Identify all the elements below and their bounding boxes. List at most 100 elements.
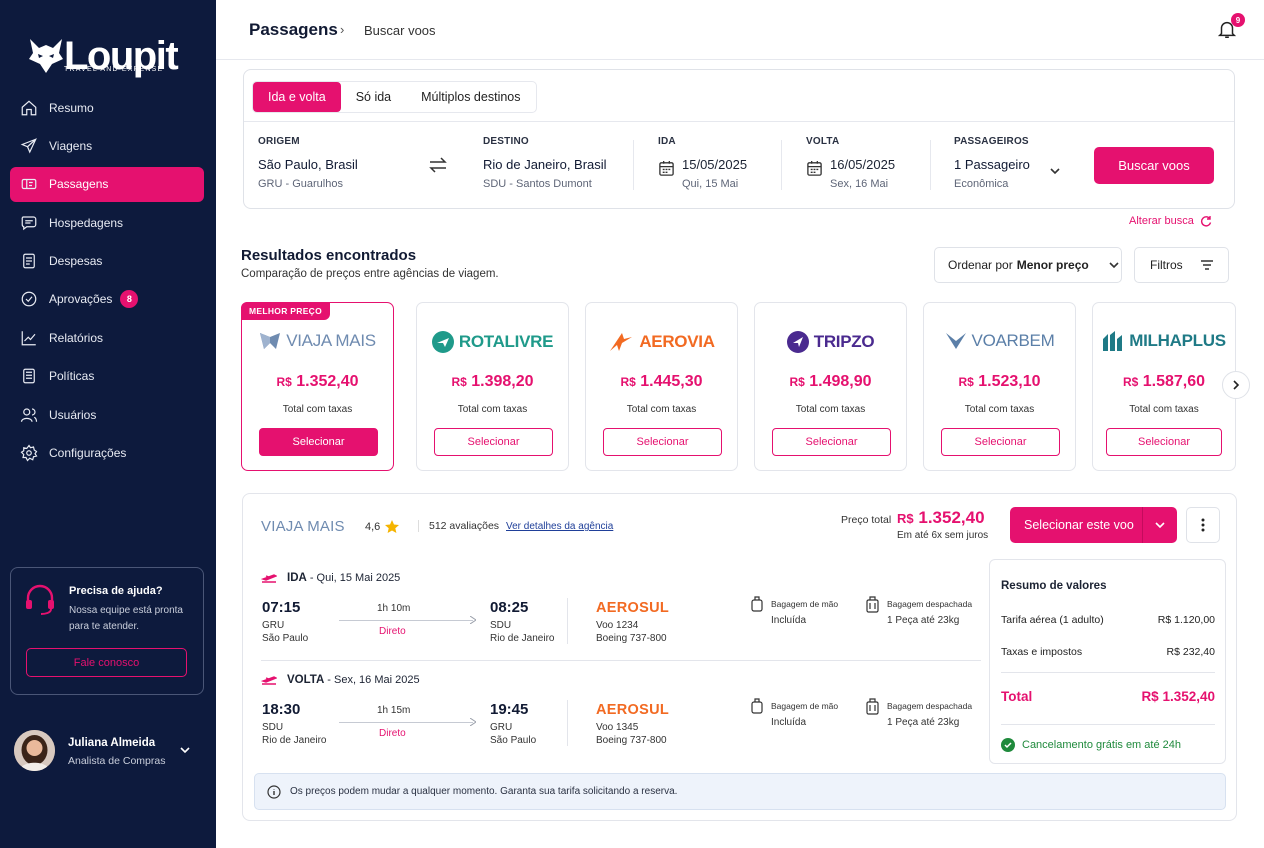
agency-card-viaja-mais[interactable]: MELHOR PREÇO VIAJA MAIS R$ 1.352,40 Tota… xyxy=(241,302,394,471)
sidebar-item-resumo[interactable]: Resumo xyxy=(10,90,204,125)
sidebar-item-aprovacoes[interactable]: Aprovações 8 xyxy=(10,282,204,317)
leg-return: VOLTA - Sex, 16 Mai 2025 18:30 SDU Rio d… xyxy=(261,674,981,774)
contact-button[interactable]: Fale conosco xyxy=(26,648,187,677)
gear-icon xyxy=(20,444,38,462)
passengers-value: 1 Passageiro xyxy=(954,157,1030,172)
sidebar-item-label: Despesas xyxy=(49,254,103,269)
arrival-city: São Paulo xyxy=(490,735,537,746)
sidebar-item-label: Configurações xyxy=(49,446,127,461)
price-notice: Os preços podem mudar a qualquer momento… xyxy=(254,773,1226,810)
destination-label: DESTINO xyxy=(483,136,529,147)
origin-value: São Paulo, Brasil xyxy=(258,157,358,172)
tab-multi-city[interactable]: Múltiplos destinos xyxy=(421,90,521,104)
arrival-city: Rio de Janeiro xyxy=(490,633,555,644)
users-icon xyxy=(20,408,38,422)
select-button[interactable]: Selecionar xyxy=(941,428,1060,456)
agency-card-voarbem[interactable]: VOARBEM R$ 1.523,10 Total com taxas Sele… xyxy=(923,302,1076,471)
filters-button[interactable]: Filtros xyxy=(1134,247,1229,283)
select-button[interactable]: Selecionar xyxy=(259,428,378,456)
tax-label: Total com taxas xyxy=(626,404,697,415)
origin-label: ORIGEM xyxy=(258,136,300,147)
route-line xyxy=(339,620,473,621)
agency-card-milhaplus[interactable]: MILHAPLUS R$ 1.587,60 Total com taxas Se… xyxy=(1092,302,1236,471)
agency-price: R$ 1.352,40 xyxy=(276,373,359,390)
more-options-button[interactable] xyxy=(1186,507,1220,543)
carry-on-value: Incluída xyxy=(771,717,807,728)
select-button[interactable]: Selecionar xyxy=(434,428,553,456)
carry-on-bag-icon xyxy=(751,698,763,714)
tax-label: Total com taxas xyxy=(1129,404,1199,415)
approvals-badge: 8 xyxy=(120,290,139,309)
app-logo[interactable]: Loupit TRAVEL AND EXPENSE xyxy=(28,34,179,78)
sidebar-item-label: Hospedagens xyxy=(49,215,124,230)
departure-time: 07:15 xyxy=(262,599,301,616)
change-search-label: Alterar busca xyxy=(1129,215,1194,227)
sort-select[interactable]: Ordenar por Menor preço xyxy=(934,247,1122,283)
refresh-icon xyxy=(1200,216,1211,227)
select-button[interactable]: Selecionar xyxy=(772,428,891,456)
filter-icon xyxy=(1200,260,1213,270)
stops-label: Direto xyxy=(379,728,406,739)
sidebar-item-relatorios[interactable]: Relatórios xyxy=(10,320,204,355)
divider xyxy=(1142,507,1143,543)
bell-icon[interactable] xyxy=(1216,18,1238,40)
agency-card-rotalivre[interactable]: ROTALIVRE R$ 1.398,20 Total com taxas Se… xyxy=(416,302,569,471)
chevron-down-icon xyxy=(1109,262,1119,269)
takeoff-icon xyxy=(261,574,277,583)
sidebar-item-configuracoes[interactable]: Configurações xyxy=(10,436,204,471)
sidebar: Loupit TRAVEL AND EXPENSE Resumo Viagens… xyxy=(0,0,216,848)
avatar xyxy=(14,730,55,771)
select-flight-button[interactable]: Selecionar este voo xyxy=(1010,507,1177,543)
milhaplus-logo-icon xyxy=(1103,331,1123,351)
destination-field[interactable]: DESTINO Rio de Janeiro, Brasil SDU - San… xyxy=(483,136,607,190)
checked-bag-label: Bagagem despachada xyxy=(887,599,973,609)
flight-duration: 1h 15m xyxy=(377,705,411,716)
next-arrow-button[interactable] xyxy=(1222,371,1250,399)
help-box: Precisa de ajuda? Nossa equipe está pron… xyxy=(10,567,204,695)
select-button[interactable]: Selecionar xyxy=(1106,428,1222,456)
chevron-down-icon[interactable] xyxy=(1154,519,1166,531)
sidebar-item-despesas[interactable]: Despesas xyxy=(10,244,204,279)
leg-header: VOLTA - Sex, 16 Mai 2025 xyxy=(261,674,420,686)
return-label: VOLTA xyxy=(806,136,840,147)
carry-on-bag-icon xyxy=(751,596,763,612)
select-button[interactable]: Selecionar xyxy=(603,428,722,456)
depart-date-field[interactable]: IDA 15/05/2025 Qui, 15 Mai xyxy=(658,136,747,190)
calendar-icon xyxy=(659,160,674,176)
return-date-field[interactable]: VOLTA 16/05/2025 Sex, 16 Mai xyxy=(806,136,895,190)
logo-wordmark: Loupit xyxy=(64,34,179,78)
installments-text: Em até 6x sem juros xyxy=(897,530,989,541)
chevron-down-icon[interactable] xyxy=(179,744,191,756)
user-profile[interactable]: Juliana Almeida Analista de Compras xyxy=(14,730,194,772)
sidebar-item-passagens[interactable]: Passagens xyxy=(10,166,204,202)
sidebar-item-politicas[interactable]: Políticas xyxy=(10,359,204,394)
checked-bag-value: 1 Peça até 23kg xyxy=(887,717,960,728)
review-count: 512 avaliações xyxy=(418,520,499,532)
tab-one-way[interactable]: Só ida xyxy=(355,90,392,104)
tripzo-logo-icon xyxy=(786,331,809,353)
sidebar-item-viagens[interactable]: Viagens xyxy=(10,128,204,163)
search-flights-button[interactable]: Buscar voos xyxy=(1094,147,1214,184)
check-circle-icon xyxy=(1001,738,1015,752)
depart-date-value: 15/05/2025 xyxy=(682,157,748,172)
agency-card-tripzo[interactable]: TRIPZO R$ 1.498,90 Total com taxas Selec… xyxy=(754,302,907,471)
agency-details-link[interactable]: Ver detalhes da agência xyxy=(506,521,614,532)
main-content: Ida e volta Só ida Múltiplos destinos OR… xyxy=(216,60,1264,848)
summary-title: Resumo de valores xyxy=(1001,580,1107,592)
chevron-down-icon[interactable] xyxy=(1049,165,1061,177)
sidebar-item-label: Usuários xyxy=(49,407,97,422)
agency-card-aerovia[interactable]: AEROVIA R$ 1.445,30 Total com taxas Sele… xyxy=(585,302,738,471)
breadcrumb-root[interactable]: Passagens xyxy=(249,20,338,39)
passengers-field[interactable]: PASSAGEIROS 1 Passageiro Econômica xyxy=(954,136,1030,190)
voarbem-logo-icon xyxy=(945,333,966,349)
sidebar-nav: Resumo Viagens Passagens Hospedagens Des… xyxy=(10,90,204,474)
sidebar-item-hospedagens[interactable]: Hospedagens xyxy=(10,205,204,240)
airline-name: AEROSUL xyxy=(596,702,669,718)
origin-field[interactable]: ORIGEM São Paulo, Brasil GRU - Guarulhos xyxy=(258,136,358,190)
swap-icon[interactable] xyxy=(428,156,448,174)
change-search-link[interactable]: Alterar busca xyxy=(1129,215,1212,227)
tab-round-trip[interactable]: Ida e volta xyxy=(253,82,341,112)
notification-badge: 9 xyxy=(1231,13,1245,27)
sidebar-item-usuarios[interactable]: Usuários xyxy=(10,397,204,432)
sort-prefix: Ordenar por xyxy=(948,258,1013,272)
